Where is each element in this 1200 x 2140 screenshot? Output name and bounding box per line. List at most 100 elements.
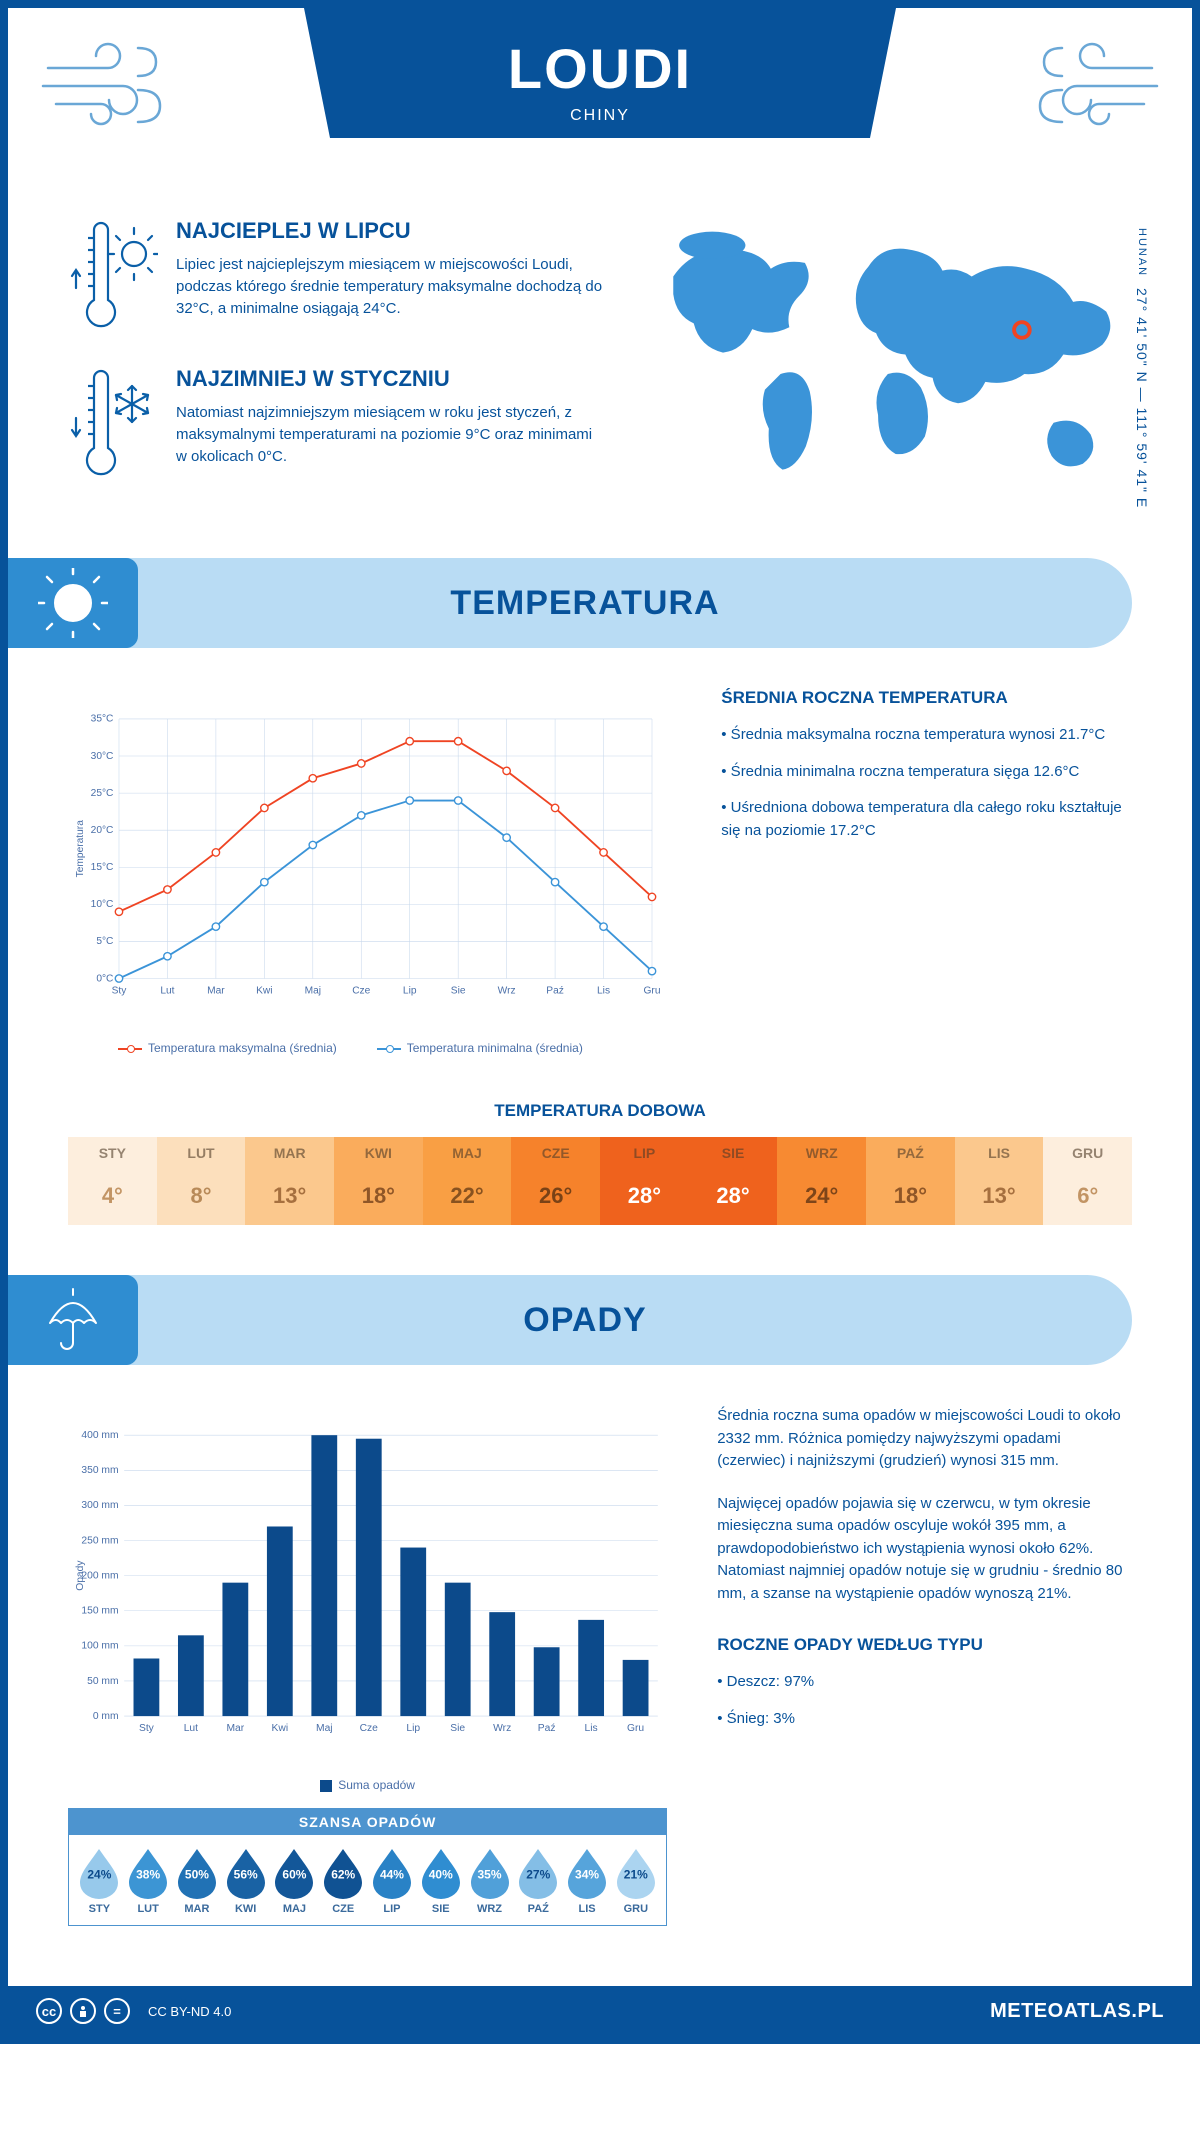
heat-value-cell: 18° (334, 1169, 423, 1225)
svg-text:Cze: Cze (352, 985, 370, 996)
precip-para-1: Średnia roczna suma opadów w miejscowośc… (717, 1405, 1132, 1473)
legend-item: Temperatura minimalna (średnia) (377, 1041, 583, 1055)
heat-value-cell: 6° (1043, 1169, 1132, 1225)
fact-hot-text: Lipiec jest najcieplejszym miesiącem w m… (176, 254, 604, 319)
heat-month-cell: MAJ (423, 1137, 512, 1169)
drop-cell: 44% LIP (368, 1847, 417, 1915)
svg-text:250 mm: 250 mm (81, 1535, 118, 1546)
drop-cell: 34% LIS (563, 1847, 612, 1915)
svg-text:Maj: Maj (316, 1723, 333, 1734)
coordinates: HUNAN 27° 41' 50" N — 111° 59' 41" E (1134, 228, 1150, 508)
svg-text:Kwi: Kwi (256, 985, 272, 996)
precip-para-2: Najwięcej opadów pojawia się w czerwcu, … (717, 1493, 1132, 1606)
svg-text:Lip: Lip (406, 1723, 420, 1734)
drop-cell: 40% SIE (416, 1847, 465, 1915)
precip-side-col: Średnia roczna suma opadów w miejscowośc… (717, 1405, 1132, 1926)
drop-cell: 27% PAŹ (514, 1847, 563, 1915)
fact-hot: NAJCIEPLEJ W LIPCU Lipiec jest najcieple… (68, 218, 604, 338)
svg-text:Gru: Gru (644, 985, 661, 996)
heat-value-cell: 13° (955, 1169, 1044, 1225)
lat-label: 27° 41' 50" N (1134, 288, 1150, 383)
cc-icon: cc (36, 1998, 62, 2024)
heat-value-cell: 28° (689, 1169, 778, 1225)
svg-text:Wrz: Wrz (498, 985, 516, 996)
svg-text:100 mm: 100 mm (81, 1641, 118, 1652)
svg-text:200 mm: 200 mm (81, 1570, 118, 1581)
svg-text:Paź: Paź (538, 1723, 556, 1734)
lon-label: 111° 59' 41" E (1134, 408, 1150, 509)
temp-legend: Temperatura maksymalna (średnia) Temperat… (118, 1041, 661, 1055)
precip-chart-col: 0 mm50 mm100 mm150 mm200 mm250 mm300 mm3… (68, 1405, 667, 1926)
umbrella-icon (38, 1285, 108, 1355)
svg-text:Maj: Maj (305, 985, 321, 996)
svg-text:Sie: Sie (451, 985, 466, 996)
precip-section-header: OPADY (8, 1275, 1132, 1365)
drop-cell: 21% GRU (611, 1847, 660, 1915)
drop-cell: 50% MAR (173, 1847, 222, 1915)
svg-text:50 mm: 50 mm (87, 1676, 118, 1687)
temp-side-title: ŚREDNIA ROCZNA TEMPERATURA (721, 688, 1132, 708)
heat-value-cell: 28° (600, 1169, 689, 1225)
svg-text:15°C: 15°C (91, 862, 114, 873)
svg-text:0°C: 0°C (96, 973, 113, 984)
intro-row: NAJCIEPLEJ W LIPCU Lipiec jest najcieple… (8, 188, 1192, 534)
region-label: HUNAN (1136, 228, 1148, 277)
svg-text:Temperatura: Temperatura (75, 820, 86, 878)
facts-column: NAJCIEPLEJ W LIPCU Lipiec jest najcieple… (68, 218, 604, 514)
heat-value-cell: 18° (866, 1169, 955, 1225)
svg-text:Lut: Lut (184, 1723, 198, 1734)
svg-text:Gru: Gru (627, 1723, 644, 1734)
sun-icon-box (8, 558, 138, 648)
chance-title: SZANSA OPADÓW (69, 1809, 666, 1835)
svg-text:Mar: Mar (226, 1723, 244, 1734)
sun-icon (38, 568, 108, 638)
svg-text:Mar: Mar (207, 985, 225, 996)
heat-value-cell: 13° (245, 1169, 334, 1225)
temp-body: 0°C5°C10°C15°C20°C25°C30°C35°CStyLutMarK… (8, 648, 1192, 1075)
header: LOUDI CHINY (8, 8, 1192, 188)
svg-text:Lis: Lis (597, 985, 610, 996)
svg-text:20°C: 20°C (91, 825, 114, 836)
map-column: HUNAN 27° 41' 50" N — 111° 59' 41" E (644, 218, 1132, 514)
temp-line-chart: 0°C5°C10°C15°C20°C25°C30°C35°CStyLutMarK… (68, 688, 661, 1028)
heat-month-cell: KWI (334, 1137, 423, 1169)
temp-bullet: • Uśredniona dobowa temperatura dla całe… (721, 797, 1132, 842)
heat-month-cell: MAR (245, 1137, 334, 1169)
heat-month-cell: LIP (600, 1137, 689, 1169)
precip-section-title: OPADY (138, 1301, 1132, 1340)
temp-side-col: ŚREDNIA ROCZNA TEMPERATURA • Średnia mak… (721, 688, 1132, 1055)
thermometer-sun-icon (68, 218, 158, 338)
heat-value-cell: 8° (157, 1169, 246, 1225)
svg-text:300 mm: 300 mm (81, 1500, 118, 1511)
fact-cold-text: Natomiast najzimniejszym miesiącem w rok… (176, 402, 604, 467)
heat-value-cell: 4° (68, 1169, 157, 1225)
svg-text:Wrz: Wrz (493, 1723, 511, 1734)
drop-cell: 60% MAJ (270, 1847, 319, 1915)
heat-month-cell: STY (68, 1137, 157, 1169)
city-name: LOUDI (330, 36, 870, 101)
drop-cell: 38% LUT (124, 1847, 173, 1915)
precip-body: 0 mm50 mm100 mm150 mm200 mm250 mm300 mm3… (8, 1365, 1192, 1956)
legend-item: Temperatura maksymalna (średnia) (118, 1041, 337, 1055)
umbrella-icon-box (8, 1275, 138, 1365)
thermometer-snow-icon (68, 366, 158, 486)
svg-text:150 mm: 150 mm (81, 1606, 118, 1617)
temp-section-title: TEMPERATURA (138, 584, 1132, 623)
heat-month-cell: PAŹ (866, 1137, 955, 1169)
svg-text:Lip: Lip (403, 985, 417, 996)
drops-row: 24% STY 38% LUT 50% MAR 56% KWI (69, 1835, 666, 1925)
footer: cc = CC BY-ND 4.0 METEOATLAS.PL (8, 1986, 1192, 2036)
type-bullet: • Deszcz: 97% (717, 1671, 1132, 1694)
heat-month-cell: GRU (1043, 1137, 1132, 1169)
heat-month-cell: WRZ (777, 1137, 866, 1169)
temp-section-header: TEMPERATURA (8, 558, 1132, 648)
svg-text:Kwi: Kwi (272, 1723, 289, 1734)
footer-license: cc = CC BY-ND 4.0 (36, 1998, 231, 2024)
svg-text:Lis: Lis (585, 1723, 598, 1734)
fact-hot-title: NAJCIEPLEJ W LIPCU (176, 218, 604, 244)
world-map (644, 218, 1132, 491)
svg-text:Sty: Sty (139, 1723, 155, 1734)
svg-text:25°C: 25°C (91, 788, 114, 799)
heat-month-cell: LIS (955, 1137, 1044, 1169)
heat-month-cell: CZE (511, 1137, 600, 1169)
